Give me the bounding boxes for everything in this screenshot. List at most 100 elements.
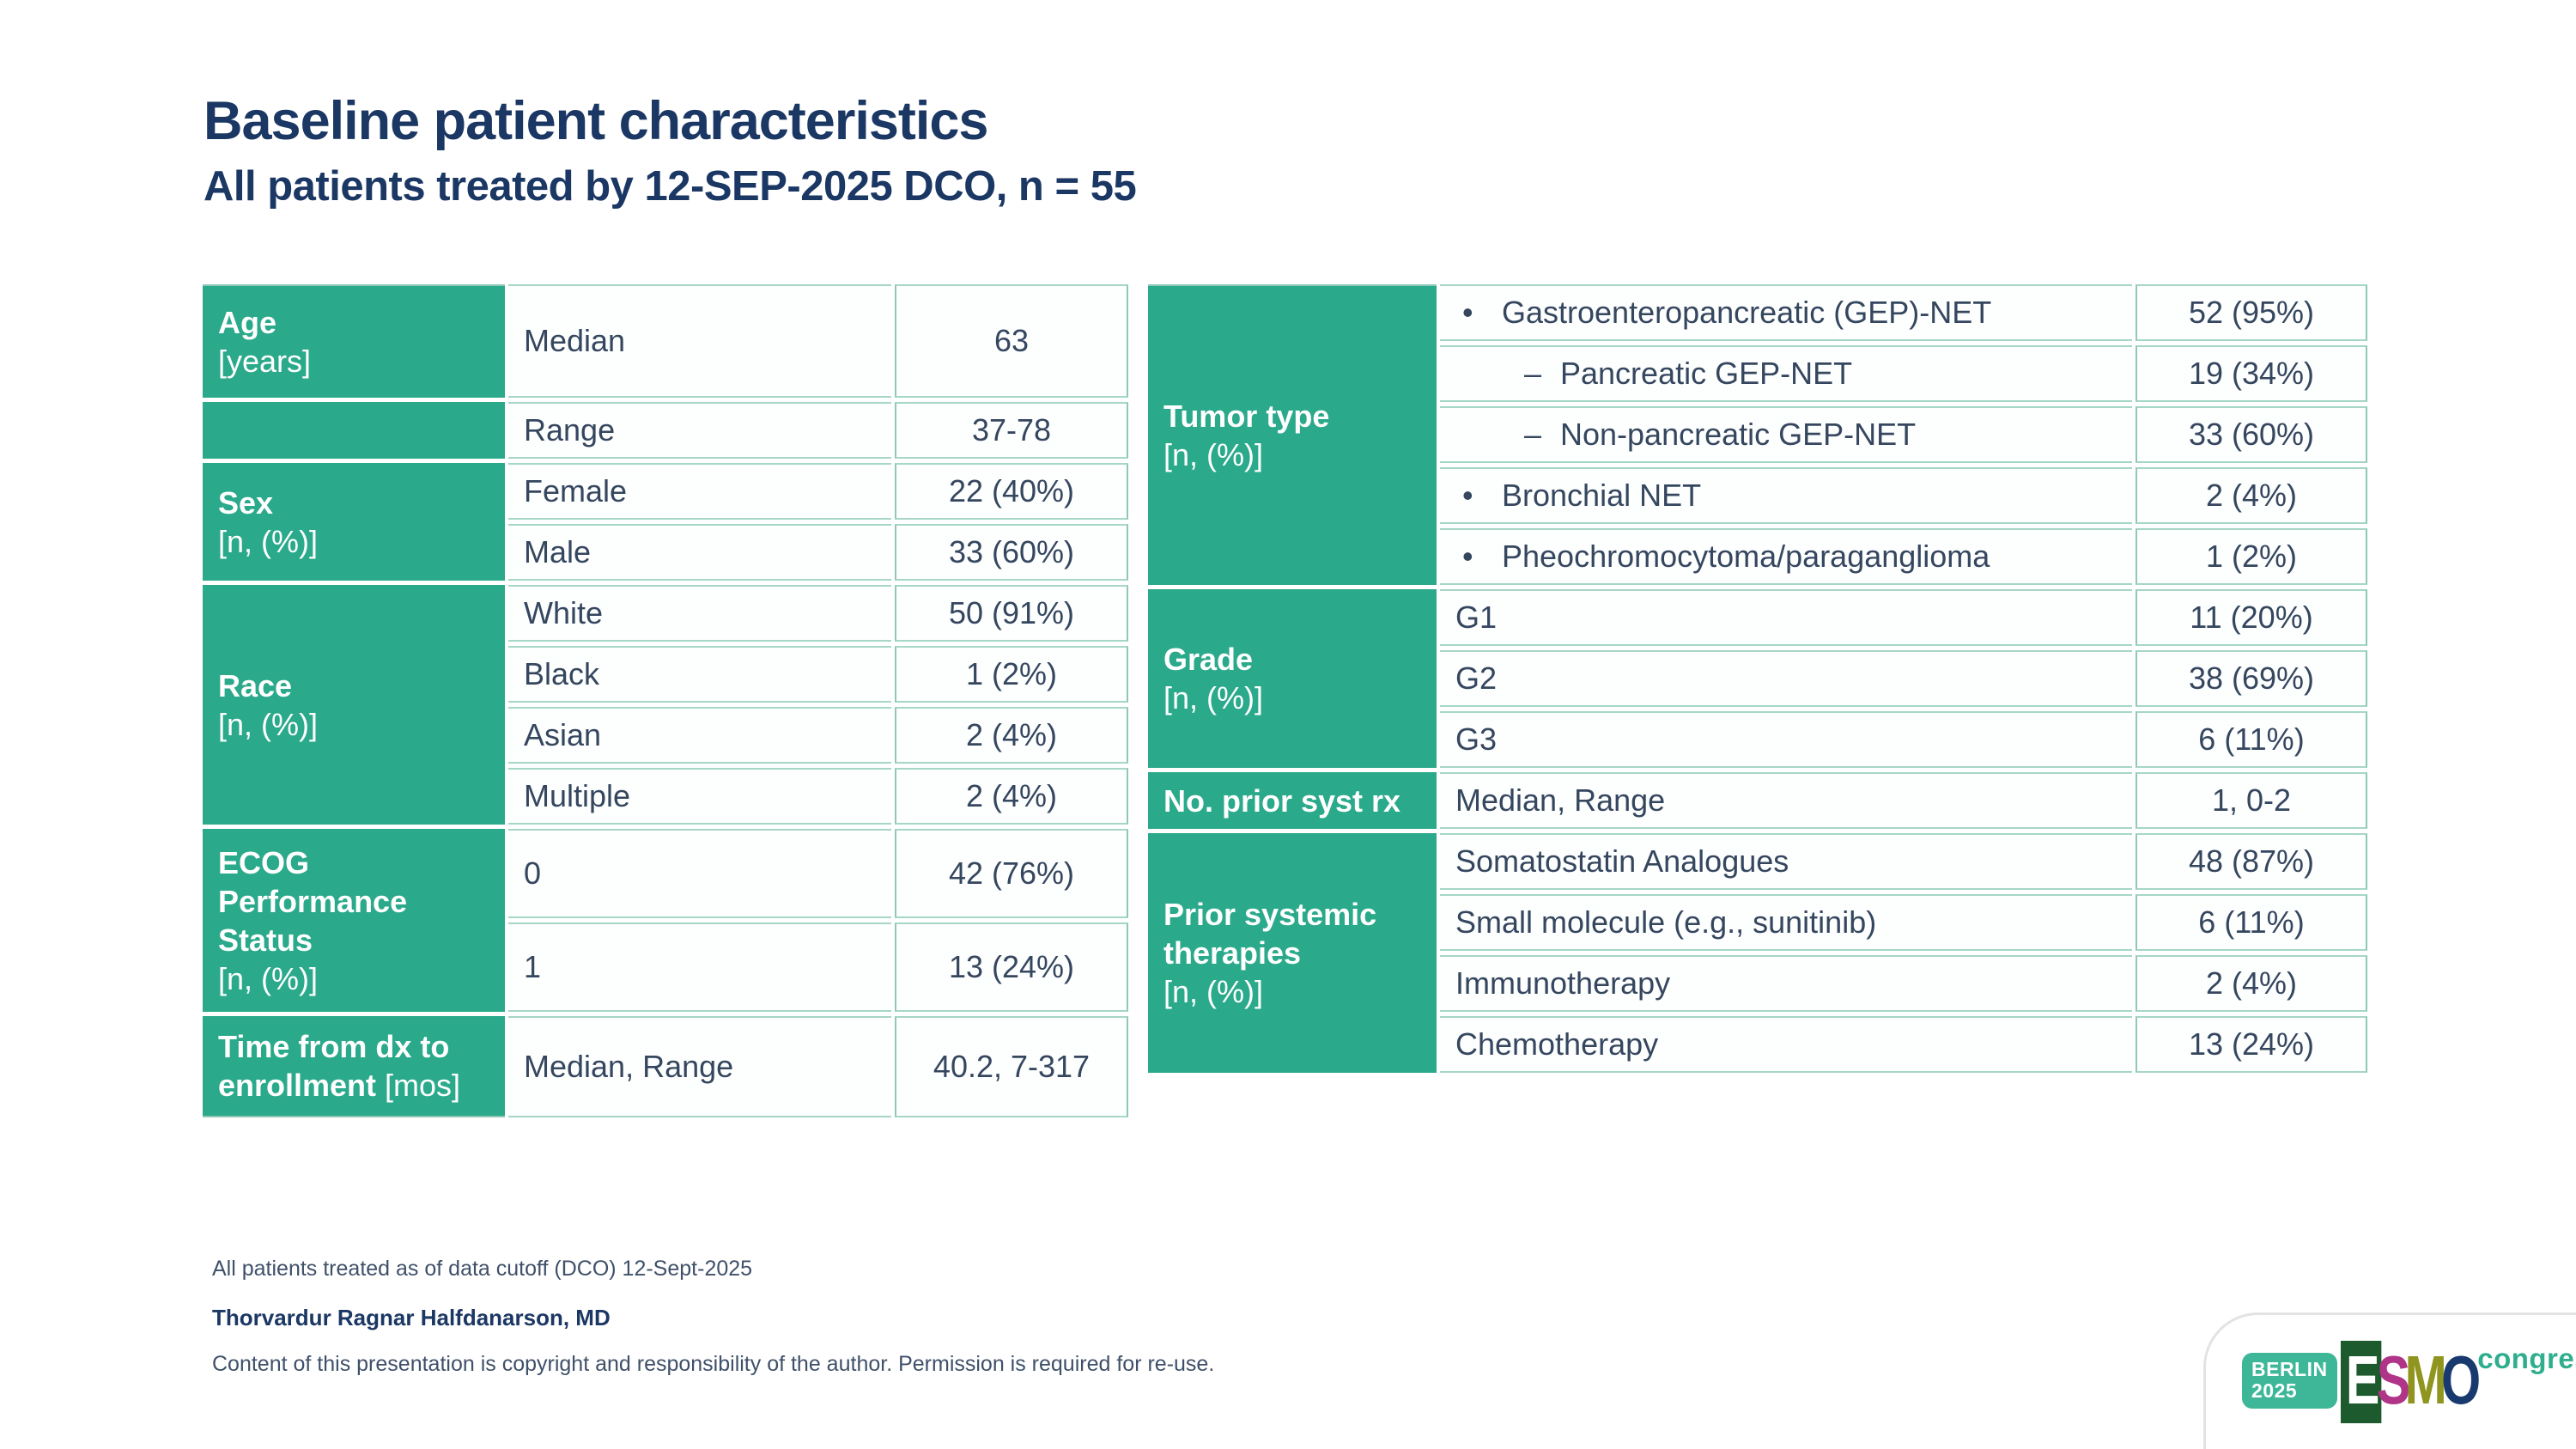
row-value: 2 (4%) <box>895 768 1128 825</box>
row-item: Immunotherapy <box>1440 955 2132 1012</box>
row-item: • Pheochromocytoma/paraganglioma <box>1440 528 2132 585</box>
row-item: Chemotherapy <box>1440 1016 2132 1073</box>
row-item: Asian <box>508 707 891 764</box>
row-value: 13 (24%) <box>2136 1016 2367 1073</box>
table-row: Sex [n, (%)] Female 22 (40%) <box>203 463 1128 581</box>
badge-year: 2025 <box>2251 1379 2298 1402</box>
row-value: 1 (2%) <box>2136 528 2367 585</box>
esmo-letter-s: S <box>2376 1342 2410 1418</box>
row-item: Somatostatin Analogues <box>1440 833 2132 890</box>
row-group-time: Time from dx to enrollment [mos] <box>203 1016 505 1117</box>
esmo-logo-card: BERLIN 2025 ESMO congress <box>2203 1312 2576 1449</box>
row-item: G1 <box>1440 589 2132 646</box>
footer-author: Thorvardur Ragnar Halfdanarson, MD <box>212 1305 611 1330</box>
row-value: 40.2, 7-317 <box>895 1016 1128 1117</box>
row-value: 63 <box>895 284 1128 398</box>
row-value: 11 (20%) <box>2136 589 2367 646</box>
row-item: Small molecule (e.g., sunitinib) <box>1440 894 2132 951</box>
row-item-text: Pancreatic GEP-NET <box>1560 356 1853 391</box>
row-item: Female <box>508 463 891 520</box>
row-value: 38 (69%) <box>2136 650 2367 707</box>
group-name: Tumor type <box>1163 399 1330 434</box>
bullet-icon: • <box>1462 478 1473 513</box>
table-row: Grade [n, (%)] G1 11 (20%) <box>1148 589 2367 768</box>
row-value: 6 (11%) <box>2136 711 2367 768</box>
left-characteristics-table: Age [years] Median 63 Range 37-78 Sex [n, … <box>199 280 1132 1122</box>
table-row: G2 38 (69%) <box>1148 650 2367 707</box>
table-row: ECOG Performance Status [n, (%)] 0 42 (76… <box>203 829 1128 1012</box>
row-item-text: Bronchial NET <box>1502 478 1702 513</box>
table-row: – Non-pancreatic GEP-NET 33 (60%) <box>1148 406 2367 463</box>
group-name: No. prior syst rx <box>1163 782 1401 819</box>
table-row: Tumor type [n, (%)] • Gastroenteropancreat… <box>1148 284 2367 585</box>
table-row: Male 33 (60%) <box>203 524 1128 581</box>
row-group-ecog: ECOG Performance Status [n, (%)] <box>203 829 505 1012</box>
row-value: 1 (2%) <box>895 646 1128 703</box>
esmo-wordmark: ESMO <box>2340 1341 2481 1423</box>
row-value: 33 (60%) <box>2136 406 2367 463</box>
row-item: Median <box>508 284 891 398</box>
group-unit: [n, (%)] <box>1163 974 1264 1009</box>
table-row: • Bronchial NET 2 (4%) <box>1148 467 2367 524</box>
esmo-letter-o: O <box>2440 1342 2481 1418</box>
group-unit: [years] <box>218 344 312 379</box>
table-row: Race [n, (%)] White 50 (91%) <box>203 585 1128 825</box>
footer-note: All patients treated as of data cutoff (… <box>212 1257 753 1281</box>
table-row: G3 6 (11%) <box>1148 711 2367 768</box>
row-value: 19 (34%) <box>2136 345 2367 402</box>
group-name: Race <box>218 667 293 703</box>
table-row: Small molecule (e.g., sunitinib) 6 (11%) <box>1148 894 2367 951</box>
table-row: • Pheochromocytoma/paraganglioma 1 (2%) <box>1148 528 2367 585</box>
row-value: 22 (40%) <box>895 463 1128 520</box>
row-item: 0 <box>508 829 891 918</box>
table-row: Immunotherapy 2 (4%) <box>1148 955 2367 1012</box>
group-unit: [mos] <box>385 1068 461 1103</box>
group-unit: [n, (%)] <box>218 523 319 559</box>
table-row: Multiple 2 (4%) <box>203 768 1128 825</box>
row-group-prior-therapies: Prior systemic therapies [n, (%)] <box>1148 833 1437 1073</box>
table-row: No. prior syst rx Median, Range 1, 0-2 <box>1148 772 2367 829</box>
row-group-grade: Grade [n, (%)] <box>1148 589 1437 768</box>
table-row: Prior systemic therapies [n, (%)] Somatos… <box>1148 833 2367 1073</box>
row-item: G2 <box>1440 650 2132 707</box>
row-item: Male <box>508 524 891 581</box>
row-value: 13 (24%) <box>895 922 1128 1012</box>
group-name: Grade <box>1163 642 1254 677</box>
row-item: Median, Range <box>1440 772 2132 829</box>
esmo-letter-e: E <box>2340 1341 2382 1423</box>
group-unit: [n, (%)] <box>1163 437 1264 472</box>
table-row: – Pancreatic GEP-NET 19 (34%) <box>1148 345 2367 402</box>
row-group-tumor-type: Tumor type [n, (%)] <box>1148 284 1437 585</box>
row-item: • Gastroenteropancreatic (GEP)-NET <box>1440 284 2132 341</box>
row-value: 37-78 <box>895 402 1128 459</box>
row-item: White <box>508 585 891 642</box>
row-value: 52 (95%) <box>2136 284 2367 341</box>
table-row: Chemotherapy 13 (24%) <box>1148 1016 2367 1073</box>
row-group-prior-syst-rx: No. prior syst rx <box>1148 772 1437 829</box>
row-value: 2 (4%) <box>2136 467 2367 524</box>
row-item-text: Gastroenteropancreatic (GEP)-NET <box>1502 295 1992 330</box>
congress-label: congress <box>2477 1342 2576 1374</box>
row-value: 2 (4%) <box>2136 955 2367 1012</box>
row-value: 50 (91%) <box>895 585 1128 642</box>
row-item: Range <box>508 402 891 459</box>
group-name: Prior systemic therapies <box>1163 897 1377 971</box>
table-row: Time from dx to enrollment [mos] Median, … <box>203 1016 1128 1117</box>
dash-icon: – <box>1524 356 1542 391</box>
row-item: Black <box>508 646 891 703</box>
esmo-letter-m: M <box>2404 1342 2446 1418</box>
table-row: 1 13 (24%) <box>203 922 1128 1012</box>
row-value: 33 (60%) <box>895 524 1128 581</box>
slide-title: Baseline patient characteristics <box>204 91 988 151</box>
footer-copyright: Content of this presentation is copyrigh… <box>212 1352 1215 1376</box>
footer: All patients treated as of data cutoff (… <box>212 1256 1214 1377</box>
berlin-2025-badge: BERLIN 2025 <box>2242 1353 2337 1409</box>
row-value: 48 (87%) <box>2136 833 2367 890</box>
row-item: Median, Range <box>508 1016 891 1117</box>
row-value: 6 (11%) <box>2136 894 2367 951</box>
table-row: Black 1 (2%) <box>203 646 1128 703</box>
group-unit: [n, (%)] <box>218 706 319 742</box>
bullet-icon: • <box>1462 295 1473 330</box>
slide-heading: Baseline patient characteristics All pat… <box>204 89 1137 211</box>
